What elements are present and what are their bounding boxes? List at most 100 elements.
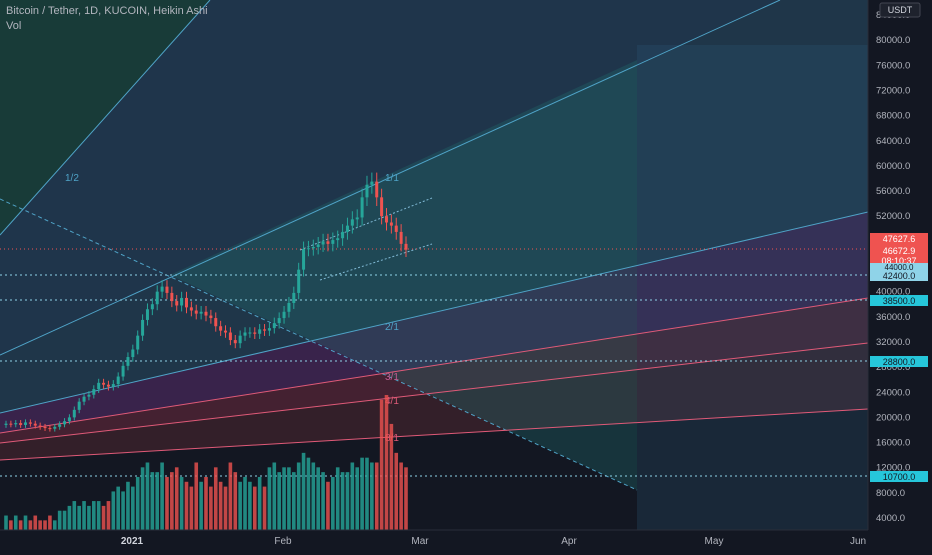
candles: [4, 172, 408, 432]
candle-body: [365, 184, 369, 198]
fan-zone-red: [0, 298, 868, 443]
volume-bar: [287, 467, 291, 530]
volume-bar: [384, 395, 389, 530]
price-tick-label: 40000.0: [876, 287, 910, 298]
volume-bar: [389, 423, 394, 530]
candle-body: [4, 423, 8, 425]
candle-body: [121, 365, 125, 377]
volume-bar: [121, 491, 125, 530]
level-10700-badge: [870, 471, 928, 482]
candle-body: [297, 269, 301, 293]
volume-bar: [150, 472, 155, 530]
volume-bar: [23, 515, 28, 530]
price-tick-label: 20000.0: [876, 412, 910, 423]
time-label-jun: Jun: [850, 536, 866, 547]
current-price-badge-text: 46672.9: [883, 246, 916, 256]
level-38500-badge-text: 38500.0: [883, 296, 916, 306]
candle-body: [38, 425, 42, 427]
candle-body: [102, 382, 106, 385]
candle-body: [292, 292, 296, 303]
volume-bar: [292, 472, 296, 530]
candle-body: [199, 311, 203, 314]
time-label-mar: Mar: [411, 536, 429, 547]
candle-body: [282, 311, 286, 319]
volume-bar: [379, 399, 384, 530]
volume-bar: [209, 486, 213, 530]
volume-bar: [106, 501, 111, 530]
time-axis[interactable]: [0, 530, 868, 550]
candle-body: [19, 423, 23, 425]
candle-body: [389, 222, 393, 226]
volume-bar: [67, 505, 72, 530]
fan-label-3-1: 3/1: [385, 372, 399, 383]
volume-label[interactable]: Vol: [6, 20, 22, 32]
price-tick-label: 24000.0: [876, 387, 910, 398]
fan-zone-purple: [0, 212, 868, 433]
candle-body: [72, 409, 76, 418]
volume-bar: [267, 467, 272, 530]
candle-body: [404, 243, 408, 250]
candle-body: [145, 309, 149, 320]
last-price-badge-text: 47627.6: [883, 234, 916, 244]
candle-body: [375, 181, 379, 198]
fan-line-2-1: [0, 211, 869, 414]
price-tick-label: 64000.0: [876, 136, 910, 147]
level-44000-badge-text: 44000.0: [885, 263, 914, 272]
volume-bar: [116, 486, 120, 530]
fan-line-dashed: [0, 198, 638, 491]
candle-body: [326, 241, 330, 244]
candle-body: [272, 323, 276, 329]
candle-body: [77, 401, 81, 410]
price-tick-label: 56000.0: [876, 186, 910, 197]
candle-body: [384, 216, 388, 223]
volume-bars: [4, 395, 408, 530]
volume-bar: [248, 481, 252, 530]
candle-body: [219, 326, 223, 331]
volume-bar: [350, 462, 355, 530]
volume-bar: [345, 472, 350, 530]
volume-bar: [199, 481, 203, 530]
volume-bar: [218, 481, 223, 530]
fan-zone-dark-red: [0, 343, 868, 460]
candle-body: [360, 197, 364, 218]
candle-body: [321, 241, 325, 245]
symbol-title[interactable]: Bitcoin / Tether, 1D, KUCOIN, Heikin Ash…: [6, 5, 208, 17]
candle-body: [224, 330, 228, 333]
candle-body: [228, 332, 232, 341]
volume-bar: [331, 476, 335, 530]
volume-bar: [213, 467, 218, 530]
fan-label-1-1: 1/1: [385, 173, 399, 184]
volume-bar: [321, 472, 325, 530]
level-28800-badge: [870, 356, 928, 367]
volume-bar: [77, 505, 81, 530]
candle-body: [189, 307, 193, 311]
level-10700-badge-text: 10700.0: [883, 472, 916, 482]
candle-body: [311, 247, 315, 249]
volume-bar: [170, 472, 174, 530]
time-label-feb: Feb: [274, 536, 292, 547]
volume-bar: [131, 486, 135, 530]
candle-body: [316, 244, 320, 248]
candle-body: [336, 238, 340, 241]
candle-body: [331, 240, 335, 244]
level-28800-badge-text: 28800.0: [883, 357, 916, 367]
volume-bar: [316, 467, 320, 530]
candle-body: [87, 394, 91, 397]
time-label-may: May: [705, 536, 724, 547]
volume-bar: [233, 472, 238, 530]
candle-body: [380, 197, 384, 217]
candle-body: [170, 292, 174, 302]
candle-body: [43, 426, 47, 429]
candle-body: [370, 181, 374, 185]
volume-bar: [165, 476, 169, 530]
candle-body: [116, 376, 120, 385]
currency-button[interactable]: [879, 2, 921, 18]
countdown-text: 08:10:37: [881, 256, 916, 266]
price-tick-label: 8000.0: [876, 488, 905, 499]
volume-bar: [326, 481, 330, 530]
volume-bar: [311, 462, 316, 530]
volume-bar: [111, 491, 116, 530]
candle-body: [355, 217, 359, 220]
